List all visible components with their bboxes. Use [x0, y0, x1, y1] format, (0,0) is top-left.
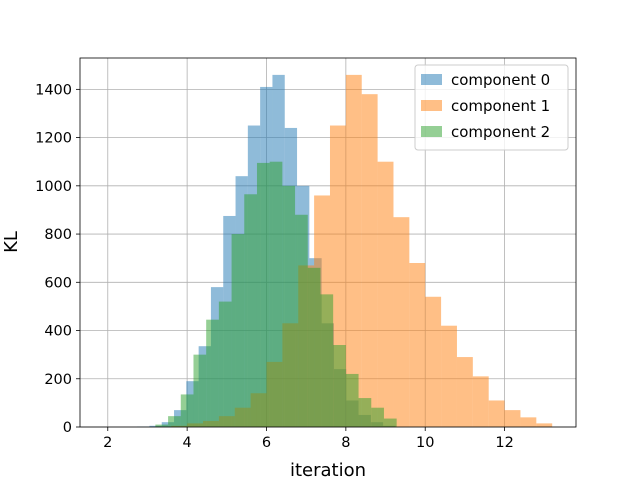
histogram-bar	[256, 162, 270, 428]
y-tick-label: 1000	[35, 179, 72, 195]
histogram-bar	[320, 294, 334, 427]
histogram-bar	[282, 185, 296, 427]
histogram-bar	[180, 394, 194, 427]
histogram-bar	[168, 416, 181, 427]
axis-ticks: 2 4 6 8 10 12 0 200 400 600 800 1000 1200 1400	[35, 82, 514, 451]
x-axis-label: iteration	[290, 460, 366, 480]
histogram-bar	[333, 345, 346, 427]
histogram-bar	[345, 373, 359, 427]
legend-swatch	[421, 74, 442, 85]
histogram-bar	[409, 263, 426, 427]
legend-box	[414, 64, 569, 151]
histogram-bar	[441, 325, 457, 427]
histogram-bar	[218, 301, 232, 427]
histogram-bar	[295, 214, 308, 427]
histogram-bar	[345, 74, 362, 427]
y-axis-label: KL	[1, 231, 22, 253]
y-tick-label: 200	[44, 372, 72, 388]
histogram-bar	[193, 354, 207, 427]
histogram-bars	[137, 74, 553, 428]
histogram-bar	[371, 407, 384, 427]
histogram-bar	[504, 410, 521, 427]
histogram-bar	[393, 217, 410, 427]
histogram-bar	[231, 234, 245, 427]
y-tick-label: 1400	[35, 82, 72, 98]
legend: component 0 component 1 component 2	[414, 64, 569, 151]
y-tick-label: 800	[44, 227, 72, 243]
x-tick-label: 2	[103, 435, 112, 451]
x-tick-label: 4	[183, 435, 192, 451]
histogram-bar	[520, 417, 537, 427]
histogram-bar	[244, 194, 257, 427]
x-tick-label: 12	[495, 435, 513, 451]
histogram-bar	[361, 94, 378, 428]
x-tick-label: 6	[262, 435, 271, 451]
histogram-bar	[425, 296, 442, 427]
histogram-bar	[536, 423, 553, 427]
y-tick-label: 400	[44, 324, 72, 340]
histogram-bar	[206, 319, 219, 427]
histogram-bar	[269, 161, 283, 428]
histogram-bar	[358, 398, 372, 427]
x-tick-label: 10	[416, 435, 434, 451]
y-tick-label: 0	[63, 420, 72, 436]
legend-swatch	[421, 126, 442, 137]
legend-swatch	[421, 100, 442, 111]
y-tick-label: 600	[44, 275, 72, 291]
legend-label: component 2	[451, 123, 550, 141]
histogram-bar	[456, 357, 473, 427]
legend-label: component 1	[451, 97, 550, 115]
x-tick-label: 8	[341, 435, 350, 451]
histogram-bar	[488, 400, 505, 427]
histogram-bar	[472, 376, 489, 427]
series-2	[155, 161, 397, 428]
y-tick-label: 1200	[35, 131, 72, 147]
histogram-bar	[383, 418, 397, 427]
histogram-bar	[155, 424, 169, 427]
histogram-bar	[377, 161, 394, 428]
plot-frame	[79, 57, 577, 428]
histogram-bar	[307, 267, 321, 427]
legend-label: component 0	[451, 71, 550, 89]
